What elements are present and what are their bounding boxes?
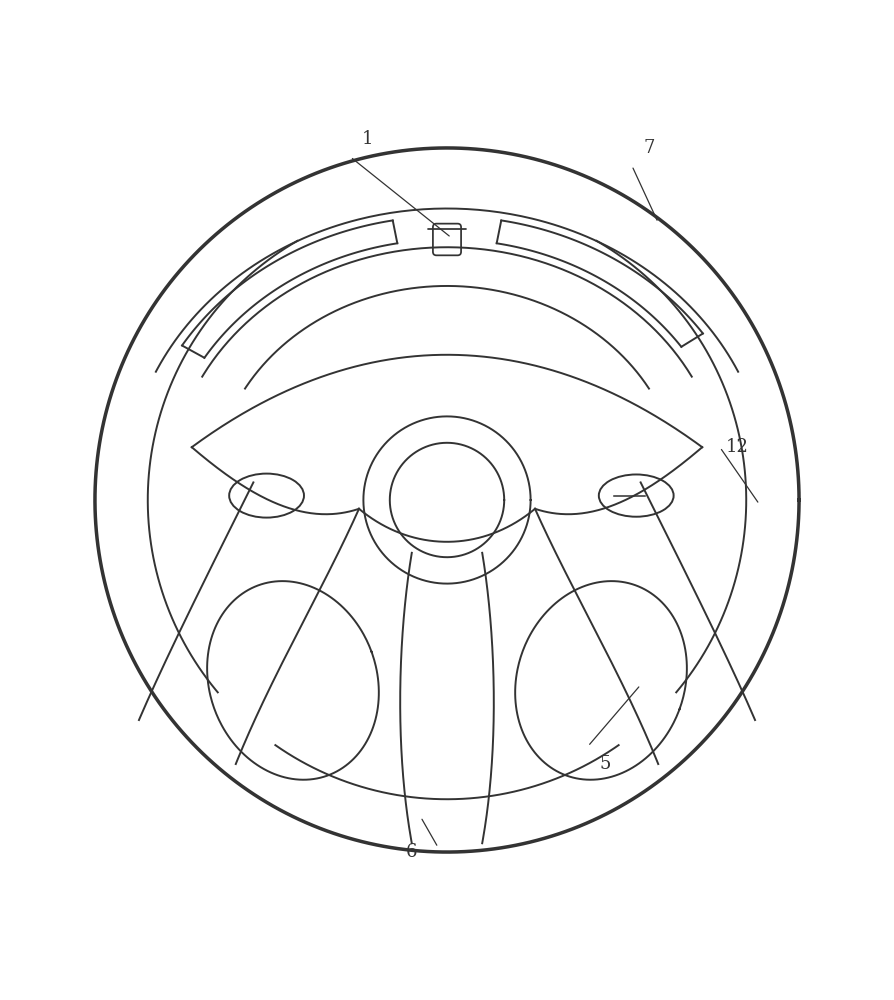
Text: 5: 5: [600, 755, 611, 773]
Text: 7: 7: [644, 139, 655, 157]
Text: 6: 6: [406, 843, 417, 861]
Text: 12: 12: [726, 438, 749, 456]
Text: 1: 1: [362, 130, 374, 148]
